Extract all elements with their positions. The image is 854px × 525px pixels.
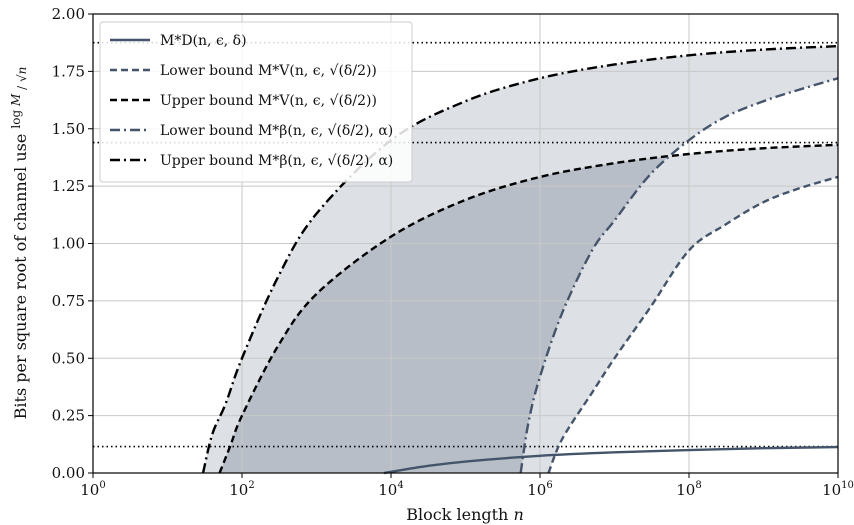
x-tick-label-3: 106 [527,480,552,499]
y-axis-ticks: 0.00 0.25 0.50 0.75 1.00 1.25 1.50 1.75 2.00 [52,5,93,482]
y-axis-label: Bits per square root of channel use log … [9,67,30,420]
legend-box [99,21,413,183]
legend-label-3: Lower bound M*β(n, ϵ, √(δ/2), α) [160,123,393,139]
y-tick-label-4: 1.00 [52,235,85,253]
svg-text:Bits per square root of channe: Bits per square root of channel use log … [9,67,30,420]
legend-label-1: Lower bound M*V(n, ϵ, √(δ/2)) [160,63,377,79]
legend-label-4: Upper bound M*β(n, ϵ, √(δ/2), α) [160,153,393,169]
x-tick-label-1: 102 [229,480,254,499]
y-tick-label-7: 1.75 [52,62,85,80]
legend: M*D(n, ϵ, δ) Lower bound M*V(n, ϵ, √(δ/2)… [99,21,413,183]
x-tick-label-5: 1010 [822,480,854,499]
x-tick-label-4: 108 [676,480,701,499]
y-tick-label-3: 0.75 [52,292,85,310]
legend-label-0: M*D(n, ϵ, δ) [160,33,247,49]
y-tick-label-5: 1.25 [52,177,85,195]
x-tick-label-2: 104 [378,480,403,499]
series-line-2 [218,143,839,474]
y-tick-label-1: 0.25 [52,407,85,425]
x-tick-label-0: 100 [80,480,105,499]
y-tick-label-8: 2.00 [52,5,85,23]
x-axis-ticks: 100 102 104 106 108 1010 [80,473,854,499]
x-axis-label: Block length n [406,505,524,524]
legend-label-2: Upper bound M*V(n, ϵ, √(δ/2)) [160,93,377,109]
series-line-3 [519,77,839,474]
bound-fill-regions [203,46,839,473]
series-line-0 [383,445,839,475]
y-tick-label-6: 1.50 [52,120,85,138]
y-tick-label-2: 0.50 [52,349,85,367]
y-tick-label-0: 0.00 [52,464,85,482]
